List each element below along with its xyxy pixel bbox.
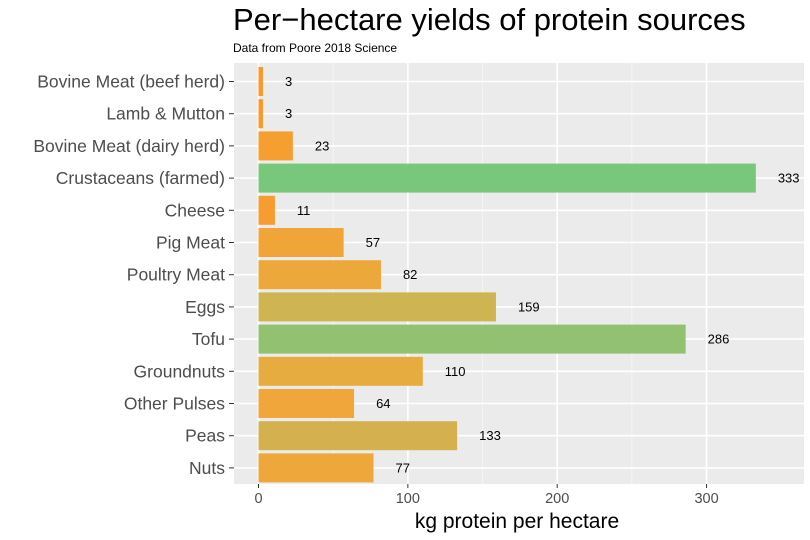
bar [258, 292, 496, 322]
value-tick-label: 100 [396, 491, 420, 507]
category-tick-label: Bovine Meat (beef herd) [37, 72, 225, 92]
x-axis-title: kg protein per hectare [415, 510, 619, 533]
bar [258, 67, 263, 96]
value-tick-label: 200 [545, 491, 569, 507]
bar [258, 324, 686, 354]
bar [258, 260, 381, 290]
category-tick-label: Poultry Meat [127, 265, 225, 285]
data-label: 333 [778, 171, 800, 186]
data-label: 82 [403, 267, 417, 282]
category-axis: Bovine Meat (beef herd) Lamb & Mutton Bovi… [33, 72, 234, 478]
data-label: 64 [376, 396, 390, 411]
bar [258, 131, 293, 161]
data-label: 110 [445, 364, 466, 379]
bar [258, 99, 263, 129]
bars-group [258, 67, 756, 483]
category-tick-label: Bovine Meat (dairy herd) [33, 136, 225, 156]
data-label: 57 [366, 235, 380, 250]
bar [258, 453, 374, 483]
category-tick-label: Other Pulses [124, 394, 225, 414]
category-tick-label: Peas [185, 426, 225, 446]
data-label: 3 [285, 106, 292, 121]
category-tick-label: Groundnuts [134, 361, 226, 381]
category-tick-label: Cheese [165, 200, 225, 220]
category-tick-label: Nuts [189, 458, 225, 478]
value-axis: 0 100 200 300 [254, 484, 719, 507]
value-tick-label: 0 [254, 491, 262, 507]
category-tick-label: Tofu [192, 329, 225, 349]
category-tick-label: Pig Meat [156, 233, 225, 253]
data-label: 159 [518, 299, 540, 314]
data-label: 3 [285, 74, 292, 89]
category-tick-label: Crustaceans (farmed) [56, 168, 225, 188]
bar [258, 228, 344, 257]
bar [258, 421, 458, 451]
bar [258, 356, 423, 386]
data-label: 286 [708, 332, 730, 347]
data-label: 11 [297, 203, 311, 218]
value-tick-label: 300 [694, 491, 718, 507]
bar [258, 163, 756, 193]
chart-title: Per−hectare yields of protein sources [233, 2, 746, 37]
data-labels-group: 3 3 23 333 11 57 82 159 286 110 64 133 77 [285, 74, 800, 475]
chart-subtitle: Data from Poore 2018 Science [233, 41, 398, 55]
data-label: 23 [315, 138, 329, 153]
category-tick-label: Lamb & Mutton [106, 104, 225, 124]
category-tick-label: Eggs [185, 297, 225, 317]
bar [258, 389, 355, 418]
data-label: 77 [395, 460, 409, 475]
bar [258, 195, 275, 225]
data-label: 133 [479, 428, 501, 443]
